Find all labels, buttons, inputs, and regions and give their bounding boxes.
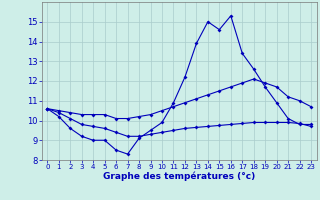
X-axis label: Graphe des températures (°c): Graphe des températures (°c) — [103, 172, 255, 181]
